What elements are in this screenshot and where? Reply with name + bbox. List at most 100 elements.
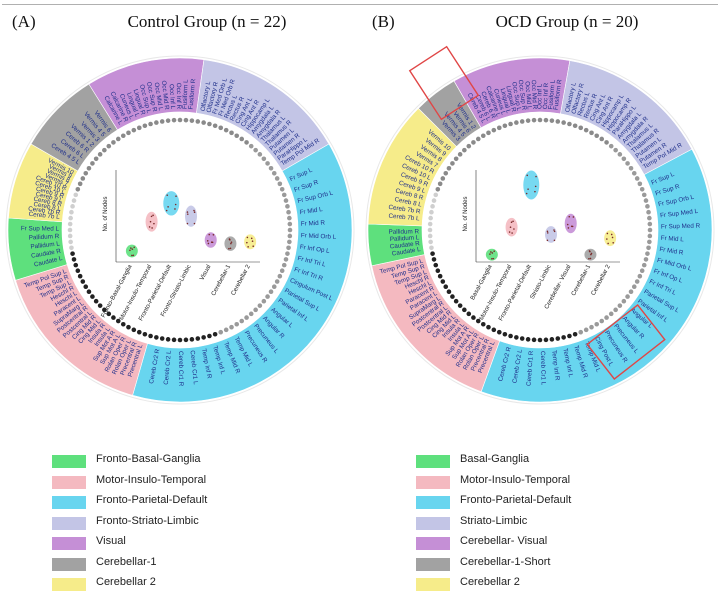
node-dot xyxy=(229,130,234,136)
legend-item: Fronto-Parietal-Default xyxy=(52,493,352,514)
node-dot xyxy=(462,147,467,153)
node-dot xyxy=(165,337,171,342)
top-rule xyxy=(2,4,718,5)
legend-item: Cerebellar 2 xyxy=(416,575,716,596)
violin-point xyxy=(229,247,232,250)
node-dot xyxy=(171,117,177,123)
node-dot xyxy=(67,227,73,233)
node-dot xyxy=(268,289,274,295)
node-dot xyxy=(480,133,486,139)
node-dot xyxy=(120,321,126,327)
node-dot xyxy=(647,221,653,227)
legend-swatch xyxy=(416,537,450,550)
node-dot xyxy=(86,289,92,295)
node-dot xyxy=(471,315,476,320)
node-dot xyxy=(643,257,649,262)
node-dot xyxy=(561,120,566,125)
node-dot xyxy=(218,329,224,335)
violin-point xyxy=(534,190,536,193)
violin-point xyxy=(493,250,495,253)
node-dot xyxy=(589,130,594,136)
node-dot xyxy=(287,221,293,227)
node-dot xyxy=(253,147,258,153)
violin-point xyxy=(546,232,549,234)
node-dot xyxy=(631,284,637,290)
region-label: Pallidum R xyxy=(389,228,420,235)
node-dot xyxy=(126,324,131,330)
panel-title: OCD Group (n = 20) xyxy=(495,12,639,31)
node-dot xyxy=(131,327,137,333)
node-dot xyxy=(427,221,433,227)
node-dot xyxy=(549,337,555,342)
legend-label: Motor-Insulo-Temporal xyxy=(96,473,207,486)
node-dot xyxy=(201,335,206,340)
node-dot xyxy=(471,140,476,145)
node-dot xyxy=(446,165,452,171)
node-dot xyxy=(608,311,614,317)
legend-control: Fronto-Basal-Ganglia Motor-Insulo-Tempor… xyxy=(52,452,352,596)
node-dot xyxy=(537,117,543,123)
node-dot xyxy=(561,335,566,340)
node-dot xyxy=(437,273,443,279)
panel-letter: (B) xyxy=(372,12,395,31)
node-dot xyxy=(70,251,75,256)
node-dot xyxy=(621,298,627,304)
node-dot xyxy=(68,215,73,221)
node-dot xyxy=(435,186,441,192)
violin-point xyxy=(193,222,196,225)
node-dot xyxy=(223,327,229,333)
node-dot xyxy=(69,245,74,251)
node-dot xyxy=(106,143,112,149)
node-dot xyxy=(90,294,95,299)
node-dot xyxy=(625,294,630,299)
node-dot xyxy=(555,336,561,341)
violin-point xyxy=(228,247,230,250)
legend-label: Striato-Limbic xyxy=(460,514,528,527)
node-dot xyxy=(508,121,513,127)
violin-point xyxy=(151,227,153,229)
node-dot xyxy=(543,337,549,343)
node-dot xyxy=(450,161,455,166)
node-dot xyxy=(514,120,519,125)
legend-label: Fronto-Parietal-Default xyxy=(96,494,208,506)
panel-b-ocd: (B) OCD Group (n = 20) Cereb 4 5 L Cereb … xyxy=(362,8,718,428)
node-dot xyxy=(281,262,287,268)
violin-point xyxy=(230,241,233,243)
violin-shape xyxy=(604,230,617,247)
node-dot xyxy=(594,133,600,139)
region-label: Caudate L xyxy=(391,246,421,258)
node-dot xyxy=(271,170,277,176)
violin-point xyxy=(553,239,556,242)
node-dot xyxy=(234,321,240,327)
violin-ylabel: No. of Nodes xyxy=(463,196,469,231)
node-dot xyxy=(647,227,653,233)
violin-point xyxy=(491,252,494,254)
node-dot xyxy=(480,321,486,327)
violin-point xyxy=(230,242,232,245)
node-dot xyxy=(77,181,83,187)
node-dot xyxy=(212,123,218,129)
violin-point xyxy=(525,192,528,195)
node-dot xyxy=(177,337,183,343)
violin-point xyxy=(186,222,189,225)
violin-point xyxy=(193,209,195,212)
region-label: Fr Mid R xyxy=(301,220,326,228)
legend-item: Basal-Ganglia xyxy=(416,452,716,473)
violin-point xyxy=(606,238,608,240)
node-dot xyxy=(77,273,83,279)
node-dot xyxy=(229,324,234,330)
violin-point xyxy=(152,214,154,217)
node-dot xyxy=(647,239,652,245)
node-dot xyxy=(75,268,81,274)
node-dot xyxy=(608,143,614,149)
node-dot xyxy=(634,279,640,284)
node-dot xyxy=(73,262,79,268)
node-dot xyxy=(641,262,647,268)
node-dot xyxy=(148,121,153,127)
region-label: Cereb Cr1 L xyxy=(188,350,198,385)
legend-swatch xyxy=(416,516,450,530)
node-dot xyxy=(69,209,74,215)
node-dot xyxy=(466,143,472,149)
legend-label: Basal-Ganglia xyxy=(460,453,530,465)
violin-point xyxy=(150,215,153,218)
